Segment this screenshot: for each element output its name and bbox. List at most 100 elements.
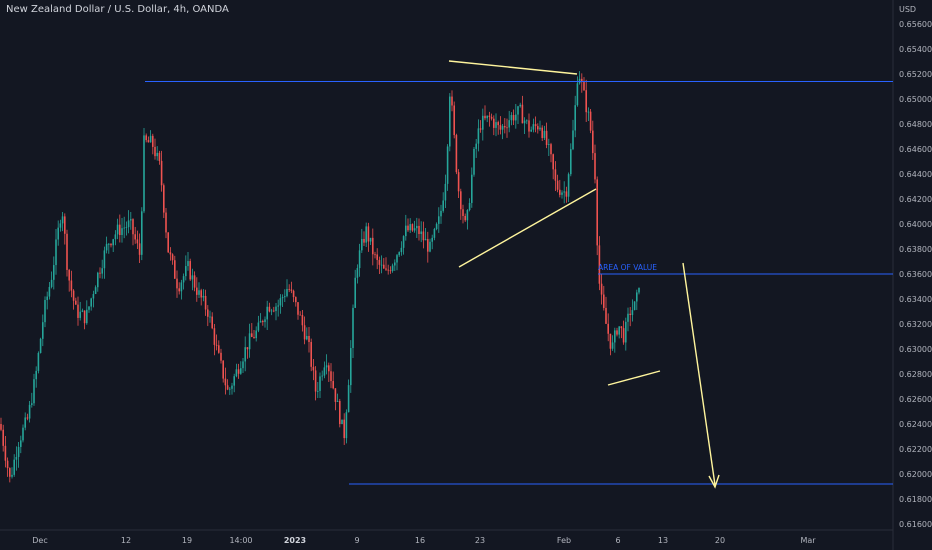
candle-body <box>581 78 583 83</box>
candle-body <box>418 225 420 234</box>
candle-body <box>464 215 466 221</box>
candle-body <box>389 270 392 272</box>
candle-body <box>178 288 180 292</box>
candle-body <box>380 264 383 266</box>
candle-body <box>495 122 497 128</box>
candle-body <box>369 237 372 242</box>
candle-body <box>108 243 110 245</box>
candle-body <box>592 130 594 154</box>
candle-body <box>13 459 15 475</box>
candle-body <box>457 172 460 192</box>
candle-body <box>332 381 334 389</box>
candle-body <box>435 223 438 229</box>
candle-body <box>284 296 286 298</box>
candle-body <box>39 338 42 353</box>
candle-body <box>523 120 526 124</box>
candle-body <box>123 227 125 229</box>
candle-body <box>310 342 312 367</box>
candle-body <box>521 104 524 124</box>
candle-body <box>90 298 92 307</box>
candle-body <box>167 232 169 253</box>
candle-body <box>376 254 378 260</box>
candle-body <box>185 266 187 277</box>
candle-body <box>473 148 475 175</box>
candle-body <box>508 120 510 128</box>
candle-body <box>180 282 183 292</box>
candle-body <box>629 313 631 316</box>
candle-body <box>33 379 35 404</box>
candle-body <box>600 283 603 295</box>
candle-body <box>306 335 308 340</box>
candle-body <box>72 290 75 301</box>
candle-body <box>83 310 86 324</box>
candle-body <box>515 114 517 121</box>
candle-body <box>275 306 277 312</box>
candle-body <box>488 115 491 117</box>
candle-body <box>413 228 416 231</box>
candle-body <box>405 225 407 237</box>
time-tick-label: 13 <box>658 536 668 545</box>
candle-body <box>229 388 231 390</box>
candle-body <box>20 440 22 447</box>
candle-body <box>411 224 414 231</box>
candle-body <box>497 122 499 126</box>
candle-body <box>189 261 191 280</box>
candle-body <box>627 313 629 322</box>
candle-body <box>103 250 106 269</box>
candle-body <box>539 127 541 130</box>
candle-body <box>176 278 178 289</box>
candle-body <box>11 474 13 477</box>
candle-body <box>44 299 46 323</box>
candle-body <box>537 126 539 130</box>
candle-body <box>554 169 557 181</box>
candle-body <box>490 116 493 119</box>
candle-body <box>26 417 29 419</box>
candle-body <box>292 290 295 298</box>
candle-body <box>77 304 79 318</box>
candle-body <box>259 321 262 323</box>
candle-body <box>462 209 464 216</box>
candle-body <box>233 376 235 386</box>
price-tick-label: 0.64000 <box>899 220 932 229</box>
time-tick-label: Mar <box>800 536 816 545</box>
candle-body <box>339 400 341 425</box>
candle-body <box>132 219 134 235</box>
candle-body <box>319 376 321 391</box>
price-tick-label: 0.63000 <box>899 345 932 354</box>
candle-body <box>66 233 68 270</box>
candle-body <box>270 310 273 312</box>
candle-body <box>400 247 403 253</box>
candle-body <box>308 335 310 343</box>
candle-body <box>218 345 220 353</box>
candle-body <box>114 234 117 240</box>
candle-body <box>209 316 211 318</box>
candle-body <box>207 309 209 317</box>
time-tick-label: 12 <box>121 536 131 545</box>
candle-body <box>565 191 568 197</box>
candle-body <box>574 105 576 131</box>
candle-body <box>149 135 152 143</box>
candle-body <box>79 311 81 318</box>
candle-body <box>154 146 156 157</box>
candle-body <box>501 126 504 130</box>
candle-body <box>605 307 607 324</box>
candle-body <box>341 419 343 425</box>
price-tick-label: 0.62600 <box>899 395 932 404</box>
projection-arrow <box>682 262 716 486</box>
price-tick-label: 0.64800 <box>899 120 932 129</box>
price-tick-label: 0.62800 <box>899 370 932 379</box>
candle-body <box>493 118 495 128</box>
candle-body <box>431 237 433 242</box>
candle-body <box>240 368 242 374</box>
candle-body <box>607 323 609 334</box>
candle-body <box>598 245 601 284</box>
candle-body <box>541 127 543 138</box>
time-tick-label: 23 <box>475 536 485 545</box>
candle-body <box>620 326 623 329</box>
candle-body <box>193 275 196 288</box>
candle-body <box>383 264 385 269</box>
area-of-value-label: AREA OF VALUE <box>598 263 657 272</box>
candle-body <box>196 287 198 295</box>
